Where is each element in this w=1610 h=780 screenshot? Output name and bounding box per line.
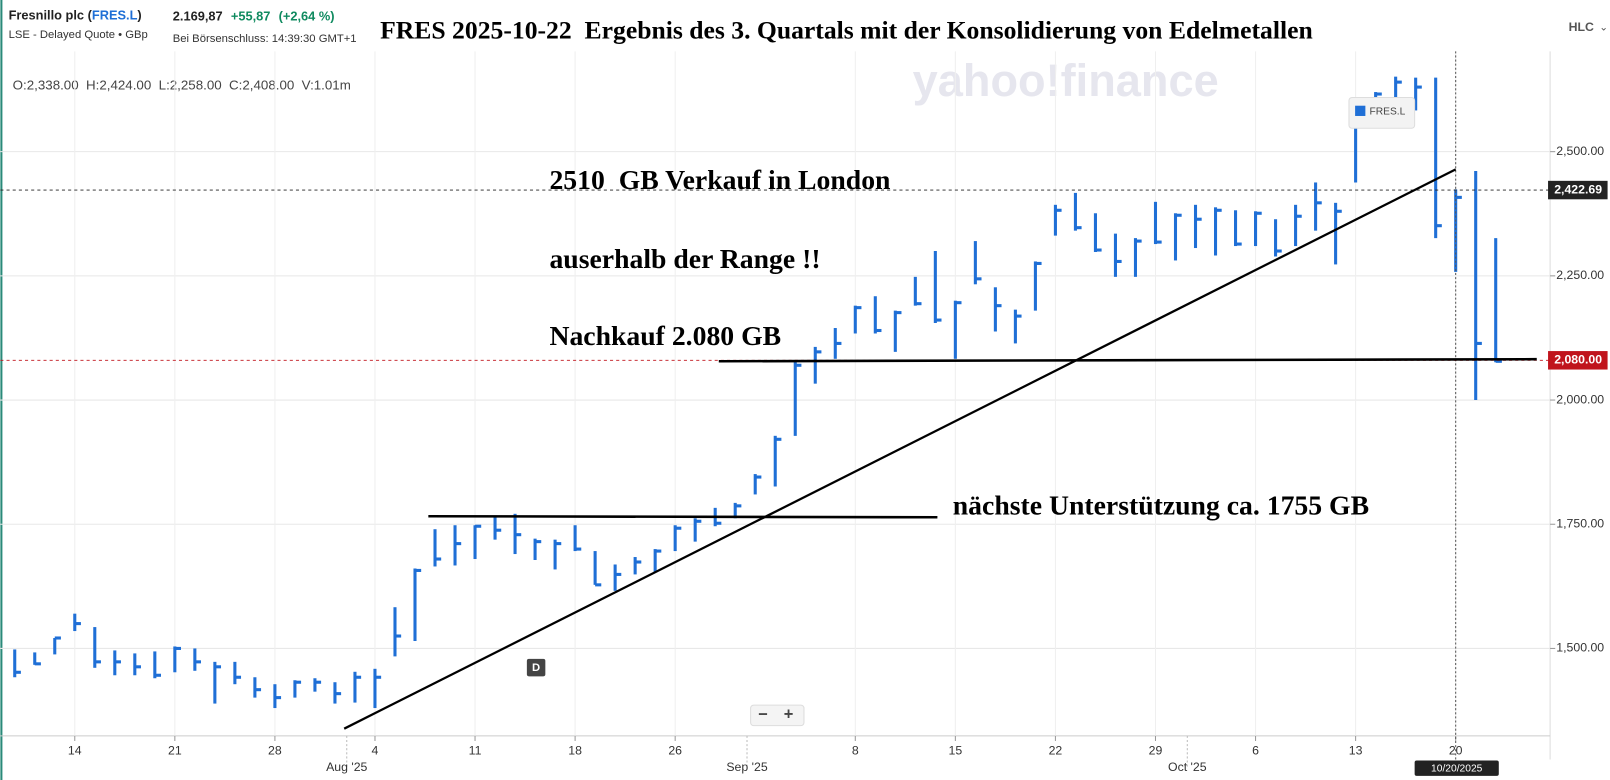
price-marker-label: 2,080.00 bbox=[1554, 353, 1602, 367]
y-tick-label: 1,500.00 bbox=[1556, 641, 1604, 655]
x-tick-label: 4 bbox=[372, 744, 379, 758]
zoom-controls bbox=[750, 704, 805, 727]
annotation: nächste Unterstützung ca. 1755 GB bbox=[953, 489, 1369, 520]
y-tick-label: 2,500.00 bbox=[1556, 144, 1604, 158]
ohlc: O:2,338.00 H:2,424.00 L:2,258.00 C:2,408… bbox=[13, 78, 351, 93]
x-tick-label: 6 bbox=[1252, 744, 1259, 758]
header-name: Fresnillo plc (FRES.L) bbox=[9, 8, 142, 23]
price: 2.169,87 +55,87 (+2,64 %) bbox=[173, 9, 335, 24]
price-value: 2.169,87 bbox=[173, 9, 223, 24]
x-tick-label: 22 bbox=[1049, 744, 1063, 758]
plot-area: 1,500.00 1,750.00 2,000.00 2,250.00 2,500.00… bbox=[0, 51, 1604, 774]
crosshair-date: 10/20/2025 bbox=[1431, 763, 1483, 774]
trend-line bbox=[343, 168, 1457, 730]
annotation: 2510 GB Verkauf in London bbox=[549, 164, 890, 195]
x-tick-label: 8 bbox=[852, 744, 859, 758]
x-tick-label: 13 bbox=[1349, 744, 1363, 758]
month-label: Aug '25 bbox=[326, 760, 367, 774]
company: Fresnillo plc ( bbox=[9, 8, 93, 23]
dropdown-arrow[interactable]: ⌄ bbox=[1599, 22, 1608, 33]
zoom-in[interactable]: + bbox=[784, 706, 794, 724]
chart-title: FRES 2025-10-22 Ergebnis des 3. Quartals… bbox=[380, 16, 1313, 45]
watermark: yahoo!finance bbox=[913, 55, 1219, 106]
price-marker-box bbox=[1548, 351, 1608, 370]
crosshair-date-box bbox=[1414, 760, 1499, 776]
legend-label[interactable]: FRES.L bbox=[1369, 107, 1405, 118]
x-tick-label: 29 bbox=[1149, 744, 1163, 758]
x-tick-label: 26 bbox=[668, 744, 682, 758]
legend bbox=[1348, 96, 1416, 129]
chart-kind[interactable]: HLC bbox=[1569, 20, 1594, 34]
price-marker-box bbox=[1548, 180, 1608, 200]
exchange: LSE - Delayed Quote • GBp bbox=[9, 29, 148, 41]
period-marker-label: D bbox=[532, 662, 540, 674]
y-tick-label: 1,750.00 bbox=[1556, 516, 1604, 530]
y-tick-label: 2,000.00 bbox=[1556, 392, 1604, 406]
zoom-out[interactable]: − bbox=[758, 706, 768, 724]
paren: ) bbox=[137, 8, 141, 23]
y-tick-label: 2,250.00 bbox=[1556, 268, 1604, 282]
month-label: Oct '25 bbox=[1168, 760, 1207, 774]
x-tick-label: 11 bbox=[469, 744, 482, 758]
x-tick-label: 28 bbox=[268, 744, 282, 758]
close-time: Bei Börsenschluss: 14:39:30 GMT+1 bbox=[173, 33, 357, 45]
x-tick-label: 21 bbox=[168, 744, 182, 758]
price-marker-label: 2,422.69 bbox=[1554, 182, 1602, 196]
month-label: Sep '25 bbox=[726, 760, 767, 774]
resistance-line bbox=[718, 357, 1537, 363]
annotation: auserhalb der Range !! bbox=[549, 243, 820, 274]
period-marker[interactable] bbox=[526, 658, 546, 677]
price-change-pct: (+2,64 %) bbox=[279, 9, 335, 24]
x-tick-label: 14 bbox=[68, 744, 82, 758]
annotation: Nachkauf 2.080 GB bbox=[549, 320, 781, 351]
price-change: +55,87 bbox=[231, 9, 271, 24]
symbol[interactable]: FRES.L bbox=[92, 8, 138, 23]
legend-swatch bbox=[1355, 105, 1366, 116]
x-tick-label: 15 bbox=[949, 744, 963, 758]
support-line bbox=[428, 514, 938, 519]
x-tick-label: 18 bbox=[568, 744, 582, 758]
